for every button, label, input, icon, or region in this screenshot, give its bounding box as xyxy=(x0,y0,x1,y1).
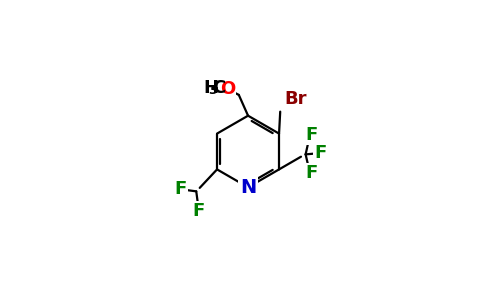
Text: N: N xyxy=(240,178,256,197)
Text: Br: Br xyxy=(285,90,307,108)
Text: F: F xyxy=(305,164,318,182)
Text: H: H xyxy=(203,79,218,97)
Text: 3: 3 xyxy=(208,85,217,98)
Text: F: F xyxy=(193,202,205,220)
Text: F: F xyxy=(315,144,327,162)
Text: F: F xyxy=(305,126,318,144)
Text: O: O xyxy=(220,80,235,98)
Text: C: C xyxy=(212,79,225,97)
Text: F: F xyxy=(174,180,186,198)
